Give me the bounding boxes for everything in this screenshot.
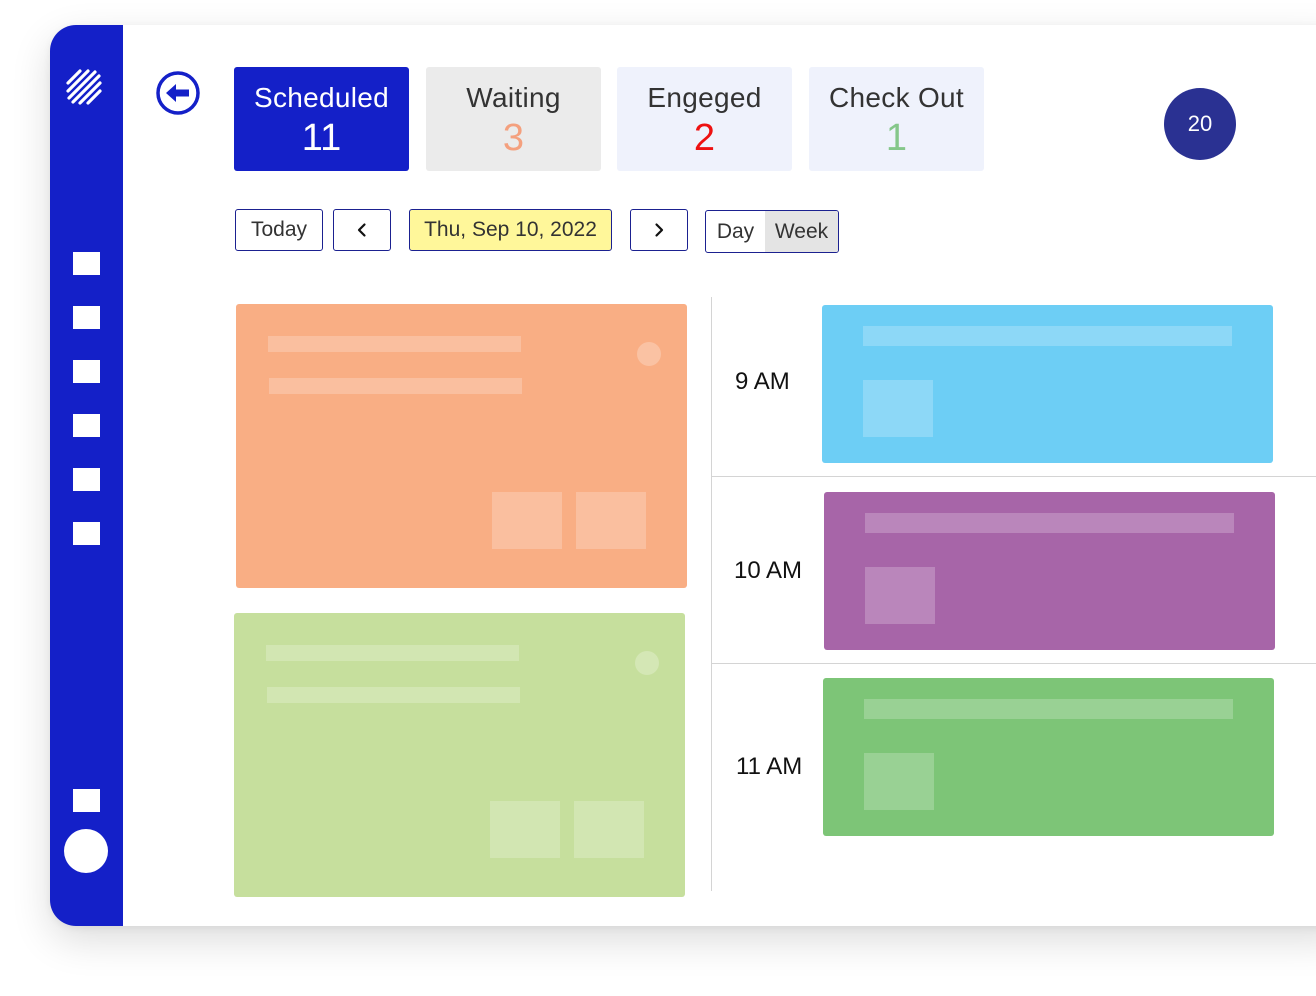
text-placeholder (269, 378, 522, 394)
status-count: 11 (301, 117, 342, 159)
event-card-orange[interactable] (236, 304, 687, 588)
status-card-scheduled[interactable]: Scheduled 11 (234, 67, 409, 171)
stripes-logo-icon[interactable] (66, 69, 106, 109)
text-placeholder (268, 336, 521, 352)
text-placeholder (863, 326, 1232, 346)
status-label: Engeged (647, 82, 762, 113)
action-placeholder[interactable] (490, 801, 560, 858)
action-placeholder[interactable] (576, 492, 646, 549)
time-label: 10 AM (734, 557, 803, 584)
appointment-9am[interactable] (822, 305, 1273, 463)
event-card-green[interactable] (234, 613, 685, 897)
nav-item-5[interactable] (73, 468, 100, 491)
time-label: 9 AM (735, 368, 790, 395)
nav-item-1[interactable] (73, 252, 100, 275)
nav-item-settings[interactable] (73, 789, 100, 812)
today-button[interactable]: Today (235, 209, 323, 251)
status-label: Scheduled (253, 82, 390, 113)
status-dot (637, 342, 661, 366)
nav-item-6[interactable] (73, 522, 100, 545)
status-count: 3 (502, 117, 525, 159)
slot-divider (711, 663, 1316, 664)
next-date-button[interactable] (630, 209, 688, 251)
action-placeholder[interactable] (492, 492, 562, 549)
slot-divider (711, 476, 1316, 477)
chevron-right-icon (655, 223, 664, 237)
status-label: Check Out (829, 82, 964, 113)
prev-date-button[interactable] (333, 209, 391, 251)
sidebar (50, 25, 123, 926)
date-picker-button[interactable]: Thu, Sep 10, 2022 (409, 209, 612, 251)
status-count: 1 (885, 117, 908, 159)
nav-item-4[interactable] (73, 414, 100, 437)
appointment-10am[interactable] (824, 492, 1275, 650)
text-placeholder (266, 645, 519, 661)
view-toggle: Day Week (705, 210, 839, 253)
time-label: 11 AM (736, 753, 803, 780)
text-placeholder (267, 687, 520, 703)
thumbnail-placeholder (864, 753, 934, 810)
count-badge[interactable]: 20 (1164, 88, 1236, 160)
status-card-engaged[interactable]: Engeged 2 (617, 67, 792, 171)
arrow-left-circle-icon[interactable] (155, 70, 201, 116)
nav-item-3[interactable] (73, 360, 100, 383)
status-label: Waiting (466, 82, 561, 113)
appointment-11am[interactable] (823, 678, 1274, 836)
user-avatar[interactable] (64, 829, 108, 873)
view-option-week[interactable]: Week (765, 211, 838, 252)
thumbnail-placeholder (863, 380, 933, 437)
view-option-day[interactable]: Day (716, 219, 755, 243)
status-count: 2 (693, 117, 716, 159)
text-placeholder (864, 699, 1233, 719)
schedule-divider (711, 297, 712, 891)
status-dot (635, 651, 659, 675)
chevron-left-icon (357, 223, 366, 237)
text-placeholder (865, 513, 1234, 533)
nav-item-2[interactable] (73, 306, 100, 329)
app-window: Scheduled 11 Waiting 3 Engeged 2 Check O… (50, 25, 1316, 926)
status-card-checkout[interactable]: Check Out 1 (809, 67, 984, 171)
thumbnail-placeholder (865, 567, 935, 624)
action-placeholder[interactable] (574, 801, 644, 858)
status-card-waiting[interactable]: Waiting 3 (426, 67, 601, 171)
